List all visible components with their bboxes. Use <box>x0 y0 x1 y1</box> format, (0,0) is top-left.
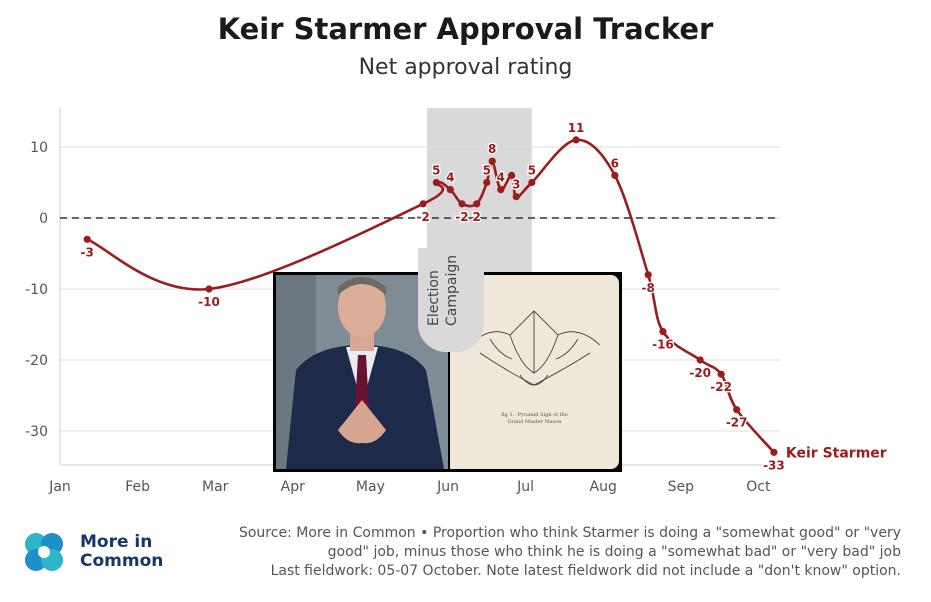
data-label: 4 <box>446 171 454 185</box>
data-point <box>83 235 91 243</box>
data-point <box>512 193 520 201</box>
data-label: -33 <box>763 458 785 472</box>
election-campaign-label: Election Campaign <box>426 255 460 326</box>
data-point <box>644 271 652 279</box>
series-name-label: Keir Starmer <box>786 445 887 461</box>
y-tick-label: -30 <box>25 424 48 440</box>
data-label: -3 <box>80 245 93 259</box>
logo-line-2: Common <box>80 551 164 571</box>
data-point <box>611 171 619 179</box>
source-line-3: Last fieldwork: 05-07 October. Note late… <box>270 563 901 579</box>
x-tick-label: Apr <box>281 479 305 495</box>
chart-subtitle: Net approval rating <box>358 55 573 80</box>
election-campaign-tab <box>418 248 484 352</box>
logo-line-1: More in <box>80 532 153 552</box>
data-point <box>483 178 491 187</box>
chart-title: Keir Starmer Approval Tracker <box>217 12 714 46</box>
data-label: -2 <box>416 210 429 224</box>
data-label: 5 <box>483 164 491 178</box>
x-tick-label: May <box>356 479 385 495</box>
data-point <box>458 200 466 208</box>
data-point <box>432 178 440 187</box>
y-tick-label: 0 <box>39 211 48 227</box>
campaign-label-line-1: Election <box>426 270 442 326</box>
data-point <box>205 285 213 293</box>
data-point <box>572 136 580 144</box>
x-tick-label: Jan <box>48 479 71 495</box>
caption-line-2: Grand Master Mason <box>507 419 562 425</box>
data-point <box>696 356 704 364</box>
data-label: 5 <box>432 164 440 178</box>
series-line-keir-starmer <box>86 138 775 454</box>
data-label: 6 <box>611 156 619 170</box>
data-label: 8 <box>488 142 496 156</box>
logo-wordmark: More in Common <box>80 533 163 571</box>
data-label: -16 <box>652 338 674 352</box>
x-tick-label: Feb <box>125 479 150 495</box>
data-label: -27 <box>726 416 748 430</box>
x-tick-label: Jun <box>436 479 459 495</box>
campaign-label-line-2: Campaign <box>444 255 460 326</box>
source-line-1: Source: More in Common • Proportion who … <box>238 525 901 541</box>
data-label: 11 <box>568 121 585 135</box>
y-tick-label: -10 <box>25 282 48 298</box>
data-label: -22 <box>710 380 732 394</box>
more-in-common-logo-icon <box>25 533 63 571</box>
illustration-caption: fig 1.- Pyramid Sign of the Grand Master… <box>450 412 619 426</box>
data-label: 2 <box>473 210 481 224</box>
data-label: -8 <box>642 281 655 295</box>
data-point <box>419 200 427 208</box>
x-tick-label: Sep <box>668 479 695 495</box>
caption-line-1: fig 1.- Pyramid Sign of the <box>501 412 568 418</box>
x-tick-label: Oct <box>746 479 771 495</box>
x-tick-label: Mar <box>202 479 229 495</box>
data-point <box>446 186 454 194</box>
data-point <box>508 171 516 179</box>
data-point <box>717 370 725 378</box>
data-point <box>473 200 481 208</box>
data-point <box>497 186 505 194</box>
data-point <box>733 406 741 414</box>
data-point <box>770 448 778 456</box>
data-label: -20 <box>689 366 711 380</box>
x-tick-label: Aug <box>590 479 617 495</box>
x-tick-label: Jul <box>516 479 534 495</box>
data-label: -2 <box>455 210 468 224</box>
data-point <box>659 328 667 336</box>
data-label: 3 <box>512 178 520 192</box>
data-point <box>528 178 536 187</box>
source-note: Source: More in Common • Proportion who … <box>201 524 901 581</box>
source-line-2: good" job, minus those who think he is d… <box>327 544 901 560</box>
y-tick-label: -20 <box>25 353 48 369</box>
data-label: -10 <box>198 295 220 309</box>
y-tick-label: 10 <box>30 140 48 156</box>
data-label: 4 <box>497 171 505 185</box>
data-point <box>488 157 496 165</box>
data-label: 5 <box>528 164 536 178</box>
